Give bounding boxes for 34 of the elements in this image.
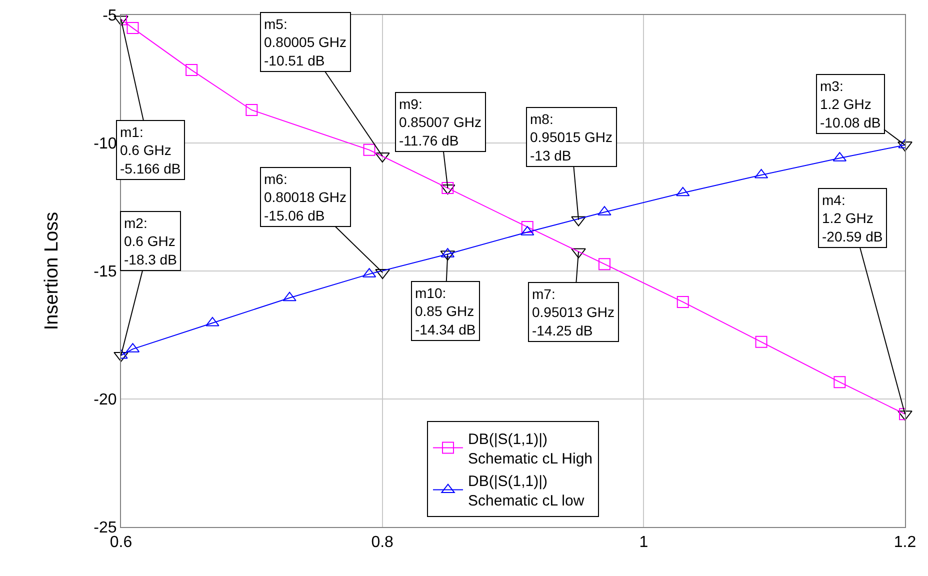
annotation: m5: 0.80005 GHz -10.51 dB	[264, 16, 346, 68]
point	[755, 336, 768, 348]
point	[598, 258, 610, 270]
annotation: m8: 0.95015 GHz -13 dB	[530, 111, 612, 164]
y-tick-label: -10	[94, 136, 117, 153]
point	[246, 104, 258, 116]
point	[186, 64, 198, 76]
x-tick-label: 0.6	[110, 534, 132, 552]
annotation: m9: 0.85007 GHz -11.76 dB	[399, 96, 482, 148]
annotation: m2: 0.6 GHz -18.3 dB	[124, 215, 177, 268]
point	[676, 186, 690, 196]
point	[282, 292, 296, 302]
x-tick-label: 1	[639, 534, 648, 552]
annotation: m1: 0.6 GHz -5.166 dB	[120, 124, 181, 176]
y-tick-label: -25	[94, 520, 117, 537]
annotation: m3: 1.2 GHz -10.08 dB	[820, 78, 881, 130]
legend-label: DB(|S(1,1)|) Schematic cL low	[468, 472, 584, 510]
point	[676, 296, 689, 308]
x-tick-label: 0.8	[371, 534, 394, 552]
annotation: m7: 0.95013 GHz -14.25 dB	[532, 286, 614, 338]
legend-label: DB(|S(1,1)|) Schematic cL High	[468, 430, 592, 468]
y-axis-title: Insertion Loss	[42, 212, 63, 330]
point	[521, 220, 534, 233]
point	[363, 144, 376, 156]
y-tick-label: -5	[102, 8, 117, 25]
point	[126, 22, 139, 34]
y-tick-label: -15	[94, 264, 117, 281]
x-tick-label: 1.2	[894, 534, 916, 552]
y-tick-label: -20	[94, 392, 117, 409]
point	[206, 316, 220, 326]
annotation: m4: 1.2 GHz -20.59 dB	[822, 192, 883, 244]
annotation: m6: 0.80018 GHz -15.06 dB	[264, 171, 346, 224]
point	[442, 182, 454, 194]
annotation: m10: 0.85 GHz -14.34 dB	[415, 285, 476, 338]
